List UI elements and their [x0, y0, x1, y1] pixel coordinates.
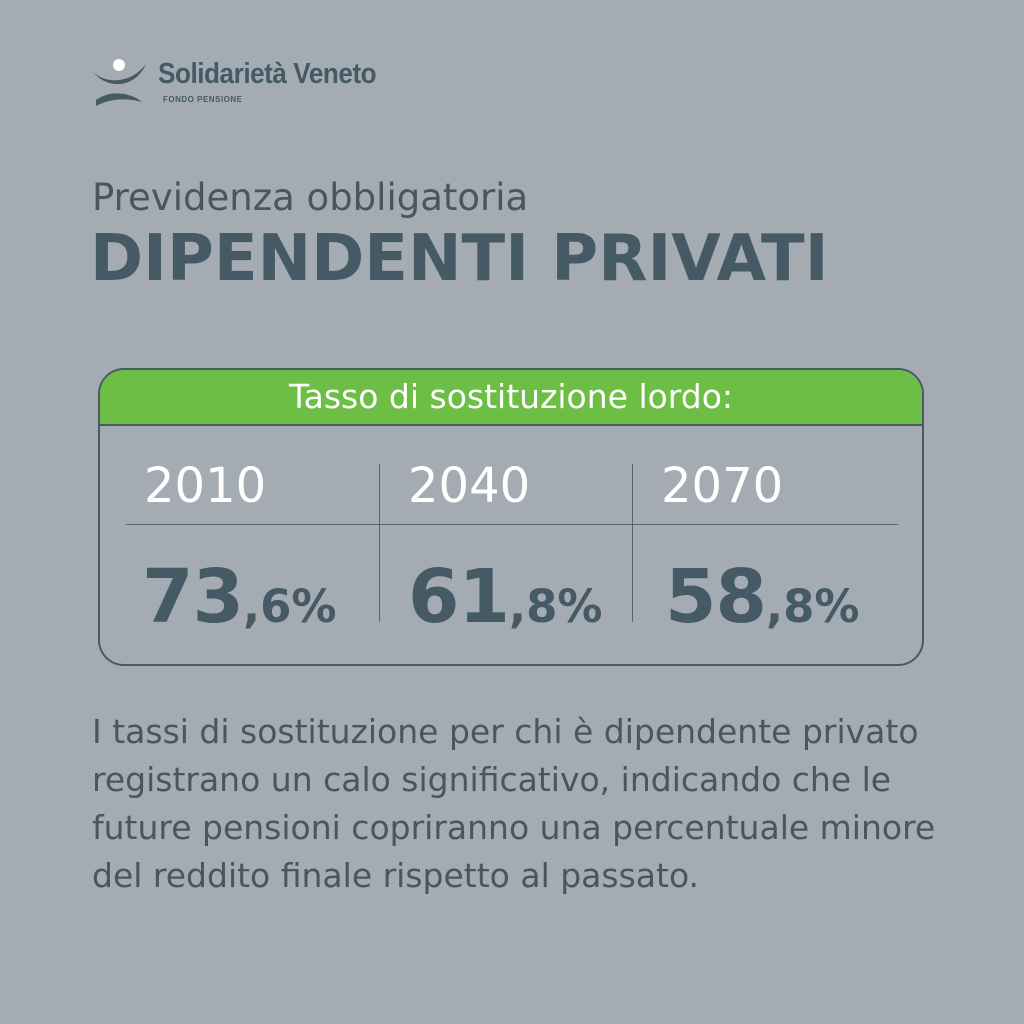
replacement-rate-card: Tasso di sostituzione lordo: 2010 73,6% … [98, 368, 924, 666]
card-header: Tasso di sostituzione lordo: [100, 370, 922, 426]
page-subtitle: Previdenza obbligatoria [92, 176, 529, 219]
divider-vertical-2 [632, 464, 633, 622]
page-title: DIPENDENTI PRIVATI [90, 222, 829, 296]
year-label: 2010 [144, 458, 267, 514]
year-label: 2040 [408, 458, 531, 514]
rate-decimal: ,8% [765, 580, 860, 633]
year-label: 2070 [661, 458, 784, 514]
rate-value: 61,8% [408, 560, 602, 634]
rate-integer: 58 [665, 554, 767, 640]
divider-horizontal [126, 524, 898, 525]
stylized-person-icon [90, 59, 146, 106]
rate-column-2010: 2010 73,6% [100, 426, 379, 664]
description-text: I tassi di sostituzione per chi è dipend… [92, 712, 936, 895]
brand-name: Solidarietà Veneto [158, 58, 377, 90]
brand-tagline: FONDO PENSIONE [163, 95, 243, 104]
divider-vertical-1 [379, 464, 380, 622]
rate-value: 73,6% [142, 560, 336, 634]
rate-column-2040: 2040 61,8% [380, 426, 632, 664]
rate-integer: 61 [408, 554, 510, 640]
rate-value: 58,8% [665, 560, 859, 634]
rate-decimal: ,6% [242, 580, 337, 633]
rate-decimal: ,8% [508, 580, 603, 633]
rate-integer: 73 [142, 554, 244, 640]
rate-column-2070: 2070 58,8% [633, 426, 922, 664]
